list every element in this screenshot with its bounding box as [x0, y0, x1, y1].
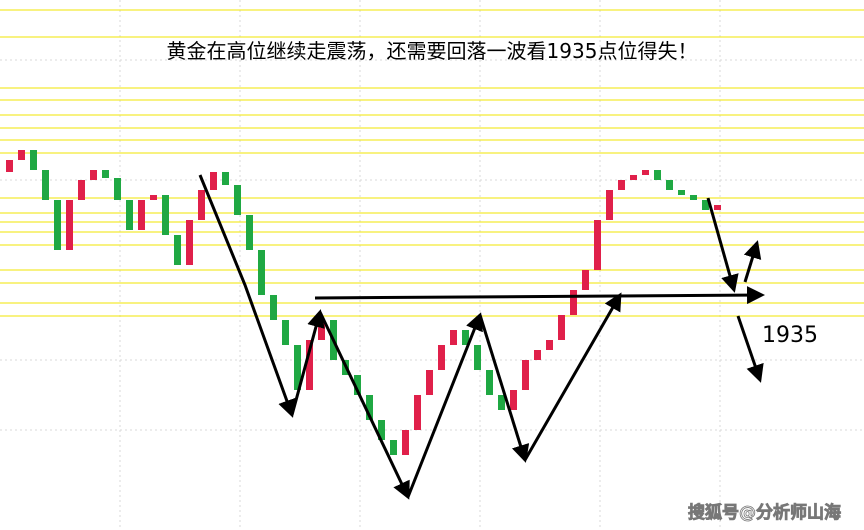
candle-body	[570, 290, 577, 315]
candle-body	[174, 235, 181, 265]
candle-body	[42, 170, 49, 200]
candle-body	[558, 315, 565, 340]
watermark: 搜狐号@分析师山海	[688, 502, 841, 523]
candle-body	[378, 420, 385, 440]
candle-body	[690, 195, 697, 200]
candle-body	[510, 390, 517, 410]
candle-body	[498, 395, 505, 410]
candle-body	[282, 320, 289, 345]
candle-body	[222, 172, 229, 185]
level-lines	[0, 9, 864, 317]
candle-body	[606, 190, 613, 220]
candle-body	[630, 175, 637, 180]
candle-body	[582, 270, 589, 290]
candle-body	[18, 150, 25, 160]
candle-body	[138, 200, 145, 230]
candle-body	[534, 350, 541, 360]
candle-body	[126, 200, 133, 230]
candle-body	[318, 320, 325, 340]
candle-body	[186, 220, 193, 265]
candle-body	[702, 200, 709, 210]
candle-body	[234, 185, 241, 215]
candle-body	[390, 440, 397, 455]
candle-body	[90, 170, 97, 180]
candle-body	[114, 178, 121, 200]
candle-body	[654, 170, 661, 180]
candle-body	[474, 345, 481, 370]
candle-body	[198, 190, 205, 220]
candle-body	[414, 395, 421, 430]
candle-body	[78, 180, 85, 200]
candle-body	[618, 180, 625, 190]
candle-body	[450, 330, 457, 345]
candle-body	[594, 220, 601, 270]
candle-body	[546, 340, 553, 350]
candle-body	[486, 370, 493, 395]
candle-body	[438, 345, 445, 370]
arrows	[198, 174, 765, 500]
candle-body	[366, 395, 373, 420]
candle-body	[54, 200, 61, 250]
candle-body	[666, 180, 673, 190]
candle-body	[462, 330, 469, 345]
candle-body	[258, 250, 265, 295]
candle-body	[426, 370, 433, 395]
candle-body	[642, 170, 649, 175]
candle-body	[522, 360, 529, 390]
candle-body	[150, 195, 157, 200]
candle-body	[270, 295, 277, 320]
candle-body	[678, 190, 685, 195]
candle-body	[246, 215, 253, 250]
candles	[6, 150, 721, 455]
candle-body	[30, 150, 37, 170]
candle-body	[294, 345, 301, 390]
candle-body	[354, 375, 361, 395]
chart-title: 黄金在高位继续走震荡，还需要回落一波看1935点位得失！	[167, 39, 698, 63]
candle-body	[162, 195, 169, 235]
candle-body	[6, 160, 13, 172]
candle-body	[306, 340, 313, 390]
candle-body	[210, 172, 217, 190]
candle-body	[402, 430, 409, 455]
candle-body	[714, 205, 721, 210]
annotation: 1935	[762, 323, 818, 348]
candle-body	[102, 170, 109, 178]
candle-body	[66, 200, 73, 250]
